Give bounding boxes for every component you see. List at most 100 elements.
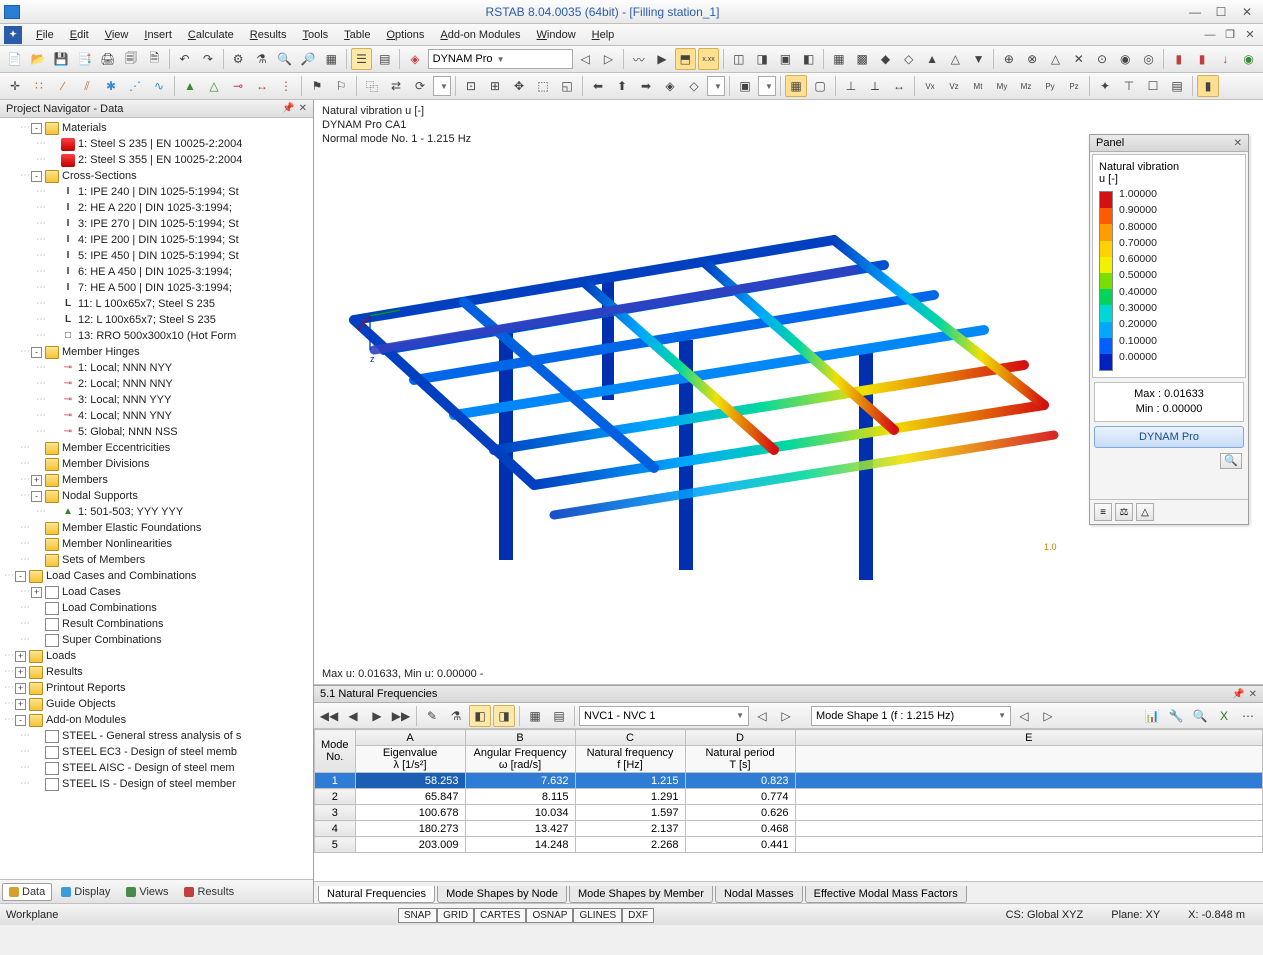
tree-item[interactable]: ⋯▲1: 501-503; YYY YYY <box>4 504 313 520</box>
tree-item[interactable]: ⋯-Add-on Modules <box>4 712 313 728</box>
calc2-icon[interactable]: ⚗ <box>251 48 272 70</box>
table-tab[interactable]: Mode Shapes by Node <box>437 886 567 903</box>
tbl-grid2-icon[interactable]: ▤ <box>548 705 570 727</box>
navtab-data[interactable]: Data <box>2 883 52 901</box>
dim3-icon[interactable]: ↔ <box>888 75 910 97</box>
tbl-grid-icon[interactable]: ▦ <box>524 705 546 727</box>
load-node-icon[interactable]: ✱ <box>100 75 122 97</box>
load-mem-icon[interactable]: ⋰ <box>124 75 146 97</box>
tbl-first-icon[interactable]: ◀◀ <box>318 705 340 727</box>
navigator-toggle-icon[interactable]: ☰ <box>351 48 372 70</box>
tree-item[interactable]: ⋯I4: IPE 200 | DIN 1025-5:1994; St <box>4 232 313 248</box>
cube-icon[interactable]: ⬚ <box>532 75 554 97</box>
load3-icon[interactable]: ∿ <box>148 75 170 97</box>
dim-icon[interactable]: ⊥ <box>840 75 862 97</box>
anim-icon[interactable]: ▶ <box>651 48 672 70</box>
mode-combo[interactable]: Mode Shape 1 (f : 1.215 Hz)▼ <box>811 706 1011 726</box>
redo-icon[interactable]: ↷ <box>197 48 218 70</box>
tree-item[interactable]: ⋯-Member Hinges <box>4 344 313 360</box>
ecc-icon[interactable]: ↔ <box>251 75 273 97</box>
print-preview-icon[interactable]: 🗐 <box>120 48 141 70</box>
status-glines[interactable]: GLINES <box>573 908 622 923</box>
tree-item[interactable]: ⋯2: Steel S 355 | EN 10025-2:2004 <box>4 152 313 168</box>
nav-next-icon[interactable]: ▷ <box>598 48 619 70</box>
navtab-results[interactable]: Results <box>177 883 241 901</box>
table-tab[interactable]: Mode Shapes by Member <box>569 886 713 903</box>
view-x-icon[interactable]: ⬅ <box>587 75 609 97</box>
nvc-combo[interactable]: NVC1 - NVC 1▼ <box>579 706 749 726</box>
menu-options[interactable]: Options <box>378 27 432 43</box>
wire-icon[interactable]: ▢ <box>809 75 831 97</box>
zoom-all-icon[interactable]: ⊞ <box>484 75 506 97</box>
supp-icon[interactable]: ▲ <box>179 75 201 97</box>
tree-item[interactable]: ⋯-Nodal Supports <box>4 488 313 504</box>
menu-window[interactable]: Window <box>529 27 584 43</box>
status-cartes[interactable]: CARTES <box>474 908 526 923</box>
tree-item[interactable]: ⋯⊸4: Local; NNN YNY <box>4 408 313 424</box>
tree-item[interactable]: ⋯STEEL AISC - Design of steel mem <box>4 760 313 776</box>
tbl-chart-icon[interactable]: 📊 <box>1141 705 1163 727</box>
calc-icon[interactable]: ⚙ <box>227 48 248 70</box>
f-mt-icon[interactable]: Mt <box>967 75 989 97</box>
dim2-icon[interactable]: ⟂ <box>864 75 886 97</box>
status-snap[interactable]: SNAP <box>398 908 437 923</box>
f-mz-icon[interactable]: Mz <box>1015 75 1037 97</box>
tree-item[interactable]: ⋯+Loads <box>4 648 313 664</box>
xxx-icon[interactable]: x.xx <box>698 48 719 70</box>
new-icon[interactable]: 📄 <box>4 48 25 70</box>
status-osnap[interactable]: OSNAP <box>526 908 573 923</box>
mdi-close[interactable]: ✕ <box>1241 28 1259 42</box>
drp2[interactable]: ▼ <box>758 76 776 96</box>
sel-icon[interactable]: ✛ <box>4 75 26 97</box>
section-icon[interactable]: ⫽ <box>76 75 98 97</box>
tbl-excel-icon[interactable]: X <box>1213 705 1235 727</box>
tb-o-icon[interactable]: ✕ <box>1068 48 1089 70</box>
tb-c-icon[interactable]: ▣ <box>775 48 796 70</box>
save-icon[interactable]: 💾 <box>51 48 72 70</box>
tree-item[interactable]: ⋯Result Combinations <box>4 616 313 632</box>
tb-u-icon[interactable]: ↓ <box>1215 48 1236 70</box>
menu-calculate[interactable]: Calculate <box>180 27 242 43</box>
rotate-icon[interactable]: ⟳ <box>409 75 431 97</box>
pin-icon[interactable]: 📌 <box>282 103 294 114</box>
tb-f-icon[interactable]: ▩ <box>852 48 873 70</box>
panel-close-icon[interactable]: ✕ <box>1234 138 1242 149</box>
module-icon[interactable]: ◈ <box>404 48 425 70</box>
open-icon[interactable]: 📂 <box>27 48 48 70</box>
tb-s-icon[interactable]: ▮ <box>1168 48 1189 70</box>
tb-d-icon[interactable]: ◧ <box>798 48 819 70</box>
view-y-icon[interactable]: ⬆ <box>611 75 633 97</box>
tb-a-icon[interactable]: ◫ <box>728 48 749 70</box>
drp-view[interactable]: ▼ <box>707 76 725 96</box>
deform-icon[interactable]: 〰 <box>628 48 649 70</box>
flag-icon[interactable]: ⚑ <box>306 75 328 97</box>
zoom-icon[interactable]: 🔍 <box>274 48 295 70</box>
div-icon[interactable]: ⋮ <box>275 75 297 97</box>
tb-i-icon[interactable]: ▲ <box>921 48 942 70</box>
tree-item[interactable]: ⋯⊸2: Local; NNN NNY <box>4 376 313 392</box>
tb-m-icon[interactable]: ⊗ <box>1022 48 1043 70</box>
tb-n-icon[interactable]: △ <box>1045 48 1066 70</box>
member-icon[interactable]: ∕ <box>52 75 74 97</box>
tbl-last-icon[interactable]: ▶▶ <box>390 705 412 727</box>
tbl-filter-icon[interactable]: ⚗ <box>445 705 467 727</box>
drp1[interactable]: ▼ <box>433 76 451 96</box>
pan-icon[interactable]: ✥ <box>508 75 530 97</box>
tb-t-icon[interactable]: ▮ <box>1191 48 1212 70</box>
flag2-icon[interactable]: ⚐ <box>330 75 352 97</box>
tree-item[interactable]: ⋯STEEL IS - Design of steel member <box>4 776 313 792</box>
f-pz-icon[interactable]: Pz <box>1063 75 1085 97</box>
tree-item[interactable]: ⋯I7: HE A 500 | DIN 1025-3:1994; <box>4 280 313 296</box>
tree-item[interactable]: ⋯Member Eccentricities <box>4 440 313 456</box>
table-close-icon[interactable]: ✕ <box>1249 689 1257 700</box>
tree-item[interactable]: ⋯Super Combinations <box>4 632 313 648</box>
tb-p-icon[interactable]: ⊙ <box>1091 48 1112 70</box>
tbl-next-icon[interactable]: ▶ <box>366 705 388 727</box>
f-vx-icon[interactable]: Vx <box>919 75 941 97</box>
panel-scale-icon[interactable]: ≡ <box>1094 503 1112 521</box>
panel-factor-icon[interactable]: △ <box>1136 503 1154 521</box>
tree-item[interactable]: ⋯⊸1: Local; NNN NYY <box>4 360 313 376</box>
misc4-icon[interactable]: ▤ <box>1166 75 1188 97</box>
tb-r-icon[interactable]: ◎ <box>1138 48 1159 70</box>
tb-e-icon[interactable]: ▦ <box>828 48 849 70</box>
